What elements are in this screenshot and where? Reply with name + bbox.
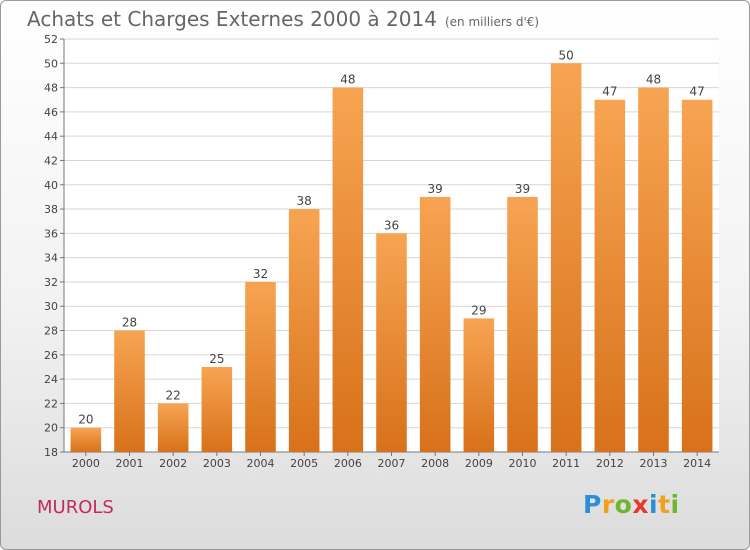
data-label-2009: 29	[471, 303, 486, 317]
y-tick-label: 44	[44, 130, 58, 143]
y-tick-label: 40	[44, 179, 58, 192]
y-tick-label: 20	[44, 422, 58, 435]
y-tick-label: 38	[44, 203, 58, 216]
y-tick-label: 30	[44, 300, 58, 313]
proxiti-logo: Proxiti	[583, 490, 680, 519]
bar-2004	[245, 281, 276, 452]
x-tick-label-2005: 2005	[290, 457, 318, 470]
bar-2013	[638, 87, 669, 453]
bar-2008	[419, 196, 451, 452]
x-tick-label-2011: 2011	[552, 457, 580, 470]
x-tick-label-2004: 2004	[247, 457, 275, 470]
x-tick-label-2007: 2007	[378, 457, 406, 470]
bar-2012	[594, 99, 626, 452]
x-tick-label-2000: 2000	[72, 457, 100, 470]
data-label-2004: 32	[253, 267, 268, 281]
x-tick-label-2009: 2009	[465, 457, 493, 470]
logo-letter: o	[614, 490, 633, 519]
data-label-2014: 47	[690, 85, 705, 99]
data-label-2010: 39	[515, 182, 530, 196]
data-label-2007: 36	[384, 218, 399, 232]
x-tick-label-2008: 2008	[421, 457, 449, 470]
x-tick-label-2001: 2001	[116, 457, 144, 470]
bar-2009	[463, 318, 495, 452]
logo-letter: t	[658, 490, 671, 519]
bar-2007	[376, 233, 407, 452]
y-tick-label: 36	[44, 227, 58, 240]
bar-2010	[507, 196, 538, 452]
data-label-2008: 39	[428, 182, 443, 196]
chart-unit: (en milliers d'€)	[444, 15, 540, 29]
y-tick-label: 26	[44, 349, 58, 362]
y-tick-label: 32	[44, 276, 58, 289]
bar-2011	[550, 63, 582, 452]
y-tick-label: 18	[44, 446, 58, 459]
y-tick-label: 46	[44, 106, 58, 119]
data-label-2003: 25	[209, 352, 224, 366]
data-label-2005: 38	[297, 194, 312, 208]
logo-letter: i	[649, 490, 659, 519]
y-tick-label: 24	[44, 373, 58, 386]
y-tick-label: 48	[44, 82, 58, 95]
bar-2005	[288, 209, 320, 452]
logo-letter: i	[670, 490, 680, 519]
bar-2014	[681, 99, 713, 452]
bar-2002	[157, 403, 189, 452]
bar-2003	[201, 366, 233, 452]
data-label-2001: 28	[122, 316, 137, 330]
chart-title: Achats et Charges Externes 2000 à 2014 (e…	[27, 7, 539, 31]
y-tick-label: 42	[44, 154, 58, 167]
y-tick-label: 28	[44, 325, 58, 338]
logo-letter: P	[583, 490, 602, 519]
place-name: MUROLS	[37, 497, 114, 518]
x-tick-label-2003: 2003	[203, 457, 231, 470]
x-tick-label-2013: 2013	[640, 457, 668, 470]
bar-2000	[70, 427, 102, 452]
x-tick-label-2014: 2014	[683, 457, 711, 470]
x-tick-label-2006: 2006	[334, 457, 362, 470]
x-tick-label-2012: 2012	[596, 457, 624, 470]
chart-title-text: Achats et Charges Externes 2000 à 2014	[27, 7, 437, 31]
logo-letter: r	[601, 490, 615, 519]
y-tick-label: 34	[44, 252, 58, 265]
data-label-2000: 20	[78, 413, 93, 427]
bar-2001	[114, 330, 145, 452]
x-tick-label-2010: 2010	[509, 457, 537, 470]
logo-letter: x	[632, 490, 649, 519]
y-tick-label: 52	[44, 33, 58, 46]
data-label-2006: 48	[340, 73, 355, 87]
data-label-2011: 50	[559, 48, 574, 62]
x-tick-label-2002: 2002	[159, 457, 187, 470]
y-tick-label: 22	[44, 397, 58, 410]
bar-2006	[332, 87, 364, 453]
data-label-2002: 22	[166, 388, 181, 402]
y-tick-label: 50	[44, 57, 58, 70]
data-label-2013: 48	[646, 73, 661, 87]
data-label-2012: 47	[602, 85, 617, 99]
